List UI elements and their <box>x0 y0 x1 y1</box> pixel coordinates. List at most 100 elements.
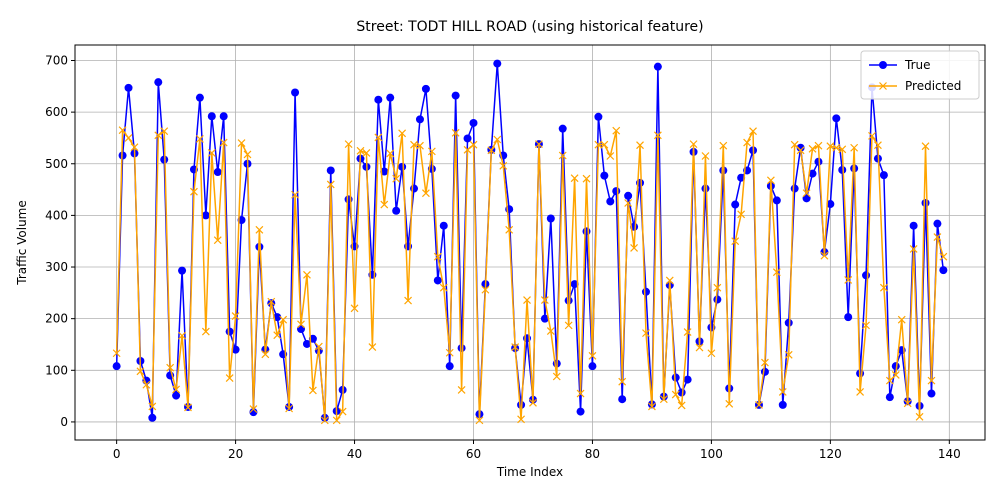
data-point <box>653 62 662 71</box>
data-point <box>392 206 401 215</box>
data-point <box>130 143 139 152</box>
data-point <box>368 343 377 351</box>
data-point <box>713 283 722 292</box>
data-point <box>933 219 942 228</box>
data-point <box>415 115 424 124</box>
data-point <box>879 171 888 180</box>
data-point <box>207 112 216 121</box>
data-point <box>606 152 615 160</box>
data-point <box>451 91 460 100</box>
data-point <box>844 313 853 322</box>
x-tick-label: 80 <box>585 447 600 461</box>
data-point <box>231 345 240 354</box>
data-point <box>564 296 573 305</box>
data-point <box>249 408 258 417</box>
data-point <box>398 162 407 171</box>
data-point <box>648 402 656 411</box>
data-point <box>225 374 234 382</box>
y-tick-label: 200 <box>45 312 68 326</box>
legend-label: Predicted <box>905 79 961 93</box>
data-point <box>570 174 579 183</box>
plot-frame <box>74 44 986 441</box>
data-point <box>796 146 805 155</box>
data-point <box>558 124 567 133</box>
data-point <box>195 93 204 102</box>
data-point <box>493 135 502 144</box>
data-point <box>219 112 228 121</box>
data-point <box>594 112 603 121</box>
data-point <box>148 402 157 411</box>
data-point <box>844 276 853 284</box>
data-point <box>558 151 567 160</box>
data-point <box>124 83 133 92</box>
data-point <box>178 266 187 275</box>
data-point <box>755 400 763 409</box>
data-point <box>862 271 871 280</box>
data-point <box>433 276 442 285</box>
data-point <box>517 415 526 424</box>
data-point <box>124 134 133 142</box>
data-point <box>868 131 876 140</box>
legend-box <box>860 50 980 100</box>
data-point <box>790 184 799 193</box>
data-point <box>582 174 591 183</box>
data-point <box>588 362 597 371</box>
data-point <box>427 147 436 156</box>
data-point <box>207 148 216 157</box>
data-point <box>826 142 835 151</box>
data-point <box>386 149 395 158</box>
data-point <box>838 165 847 174</box>
data-point <box>778 400 787 409</box>
data-point <box>933 233 942 242</box>
data-point <box>665 276 674 285</box>
legend-marker <box>879 82 887 90</box>
data-point <box>820 251 829 260</box>
data-point <box>606 197 615 206</box>
data-point <box>826 200 835 209</box>
data-point <box>814 141 823 150</box>
data-point <box>677 401 686 410</box>
data-point <box>743 138 752 147</box>
data-point <box>630 243 639 252</box>
data-point <box>499 161 508 170</box>
data-point <box>534 140 543 149</box>
data-point <box>814 157 823 166</box>
data-point <box>624 199 633 207</box>
data-point <box>707 349 716 358</box>
data-point <box>885 393 894 402</box>
data-point <box>279 315 288 324</box>
data-point <box>308 386 317 395</box>
y-tick-label: 700 <box>45 53 68 67</box>
data-point <box>683 328 692 337</box>
data-point <box>731 237 740 246</box>
data-point <box>213 168 222 177</box>
data-point <box>921 199 930 207</box>
x-tick-label: 40 <box>347 447 362 461</box>
data-point <box>350 304 359 313</box>
data-point <box>832 114 841 123</box>
data-point <box>909 245 918 253</box>
data-point <box>178 331 186 340</box>
chart-title: Street: TODT HILL ROAD (using historical… <box>356 19 703 35</box>
data-point <box>642 329 650 338</box>
data-point <box>154 131 163 140</box>
data-point <box>879 283 888 292</box>
x-tick-label: 140 <box>938 447 961 461</box>
data-point <box>112 362 121 371</box>
data-point <box>172 391 181 400</box>
data-point <box>445 362 454 371</box>
data-point <box>737 210 746 219</box>
data-point <box>725 399 734 408</box>
data-point <box>695 343 704 352</box>
y-tick-label: 0 <box>60 415 68 429</box>
y-tick-label: 500 <box>45 157 68 171</box>
data-point <box>600 171 609 180</box>
data-point <box>231 312 240 321</box>
data-point <box>421 189 430 198</box>
data-point <box>142 380 151 389</box>
series-line-predicted <box>115 129 945 422</box>
data-point <box>326 180 335 189</box>
legend-label: True <box>904 58 931 72</box>
series-predicted <box>112 126 948 425</box>
data-point <box>832 143 841 152</box>
